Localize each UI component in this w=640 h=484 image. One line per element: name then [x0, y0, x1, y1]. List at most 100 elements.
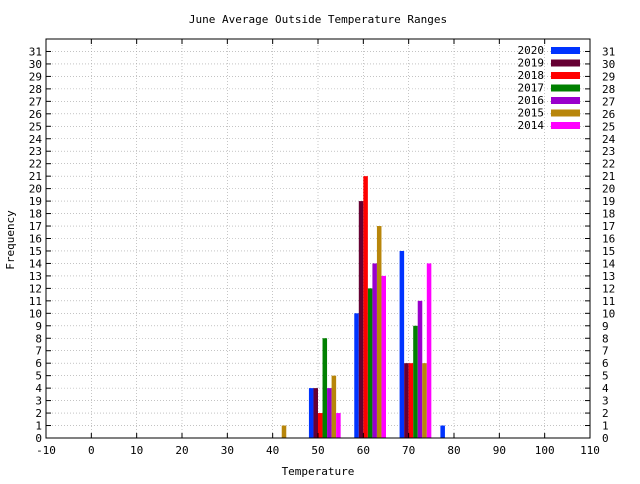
- legend-swatch: [551, 72, 580, 79]
- y-tick-label-right: 31: [602, 45, 615, 58]
- y-tick-label-left: 0: [35, 432, 42, 445]
- y-tick-label-left: 17: [29, 220, 42, 233]
- bar-2017: [413, 325, 418, 438]
- x-axis-label: Temperature: [282, 465, 355, 478]
- y-tick-label-right: 0: [602, 432, 609, 445]
- y-tick-label-right: 27: [602, 95, 615, 108]
- legend-label: 2014: [518, 119, 545, 132]
- x-tick-label: 50: [311, 444, 324, 457]
- y-tick-label-right: 16: [602, 233, 615, 246]
- y-tick-label-left: 16: [29, 233, 42, 246]
- y-tick-label-left: 29: [29, 70, 42, 83]
- y-tick-label-left: 3: [35, 395, 42, 408]
- y-tick-label-right: 4: [602, 382, 609, 395]
- y-tick-label-left: 9: [35, 320, 42, 333]
- y-tick-label-left: 13: [29, 270, 42, 283]
- y-tick-label-left: 21: [29, 170, 42, 183]
- y-tick-label-left: 22: [29, 158, 42, 171]
- y-tick-label-left: 12: [29, 282, 42, 295]
- bar-2018: [363, 176, 368, 438]
- y-tick-label-right: 3: [602, 395, 609, 408]
- y-tick-label-right: 13: [602, 270, 615, 283]
- x-tick-label: 40: [266, 444, 279, 457]
- legend-swatch: [551, 59, 580, 67]
- y-tick-label-left: 2: [35, 407, 42, 420]
- y-tick-label-left: 1: [35, 420, 42, 433]
- bar-2014: [381, 275, 386, 438]
- y-tick-label-left: 14: [29, 257, 43, 270]
- x-tick-label: 80: [447, 444, 460, 457]
- grid: [46, 39, 590, 438]
- y-tick-label-left: 23: [29, 145, 42, 158]
- y-tick-label-right: 1: [602, 420, 609, 433]
- x-tick-label: 10: [130, 444, 143, 457]
- y-tick-label-left: 15: [29, 245, 42, 258]
- bar-2017: [367, 288, 373, 438]
- x-tick-label: 70: [402, 444, 415, 457]
- y-tick-label-right: 11: [602, 295, 615, 308]
- y-tick-label-left: 26: [29, 108, 42, 121]
- bar-2019: [313, 388, 318, 438]
- legend-label: 2018: [518, 69, 545, 82]
- y-tick-label-right: 25: [602, 120, 615, 133]
- bar-2015: [281, 425, 287, 438]
- y-tick-label-right: 30: [602, 58, 615, 71]
- legend-label: 2019: [518, 57, 545, 70]
- y-tick-label-left: 20: [29, 183, 42, 196]
- bar-2018: [408, 363, 414, 438]
- y-tick-label-right: 6: [602, 357, 609, 370]
- y-tick-label-right: 9: [602, 320, 609, 333]
- y-tick-label-left: 27: [29, 95, 42, 108]
- legend-swatch: [551, 84, 580, 92]
- bar-2016: [327, 388, 332, 438]
- x-tick-label: 0: [88, 444, 95, 457]
- bars: [281, 176, 445, 438]
- y-tick-label-right: 12: [602, 282, 615, 295]
- y-tick-label-right: 26: [602, 108, 615, 121]
- bar-2019: [358, 201, 364, 438]
- bar-2018: [318, 413, 323, 438]
- bar-2020: [399, 250, 405, 438]
- x-tick-label: 100: [535, 444, 555, 457]
- y-axis-label: Frequency: [4, 210, 17, 270]
- legend-swatch: [551, 97, 580, 104]
- bar-2020: [440, 425, 445, 438]
- y-tick-label-left: 19: [29, 195, 42, 208]
- y-tick-label-left: 18: [29, 208, 42, 221]
- bar-2015: [376, 226, 382, 438]
- x-tick-label: 30: [221, 444, 234, 457]
- y-tick-label-right: 5: [602, 370, 609, 383]
- y-tick-label-left: 5: [35, 370, 42, 383]
- bar-2016: [417, 300, 423, 438]
- y-tick-label-left: 8: [35, 332, 42, 345]
- legend-swatch: [551, 47, 580, 54]
- y-tick-label-right: 19: [602, 195, 615, 208]
- x-tick-label: 60: [357, 444, 370, 457]
- y-tick-label-left: 30: [29, 58, 42, 71]
- y-tick-label-left: 31: [29, 45, 42, 58]
- y-tick-label-right: 14: [602, 257, 616, 270]
- y-tick-label-right: 28: [602, 83, 615, 96]
- y-tick-label-right: 23: [602, 145, 615, 158]
- plot-border: [45, 38, 591, 439]
- legend-label: 2020: [518, 44, 545, 57]
- legend-label: 2016: [518, 94, 545, 107]
- legend-label: 2015: [518, 107, 545, 120]
- x-tick-label: 110: [580, 444, 600, 457]
- bar-2019: [404, 363, 409, 438]
- y-tick-label-right: 17: [602, 220, 615, 233]
- chart-title: June Average Outside Temperature Ranges: [189, 13, 447, 26]
- y-tick-label-right: 8: [602, 332, 609, 345]
- x-tick-label: 20: [175, 444, 188, 457]
- bar-2020: [354, 313, 359, 438]
- bar-2016: [372, 263, 377, 438]
- y-tick-label-right: 7: [602, 345, 609, 358]
- y-tick-label-left: 7: [35, 345, 42, 358]
- y-tick-label-left: 25: [29, 120, 42, 133]
- y-tick-label-left: 6: [35, 357, 42, 370]
- y-tick-label-right: 10: [602, 307, 615, 320]
- y-tick-label-left: 4: [35, 382, 42, 395]
